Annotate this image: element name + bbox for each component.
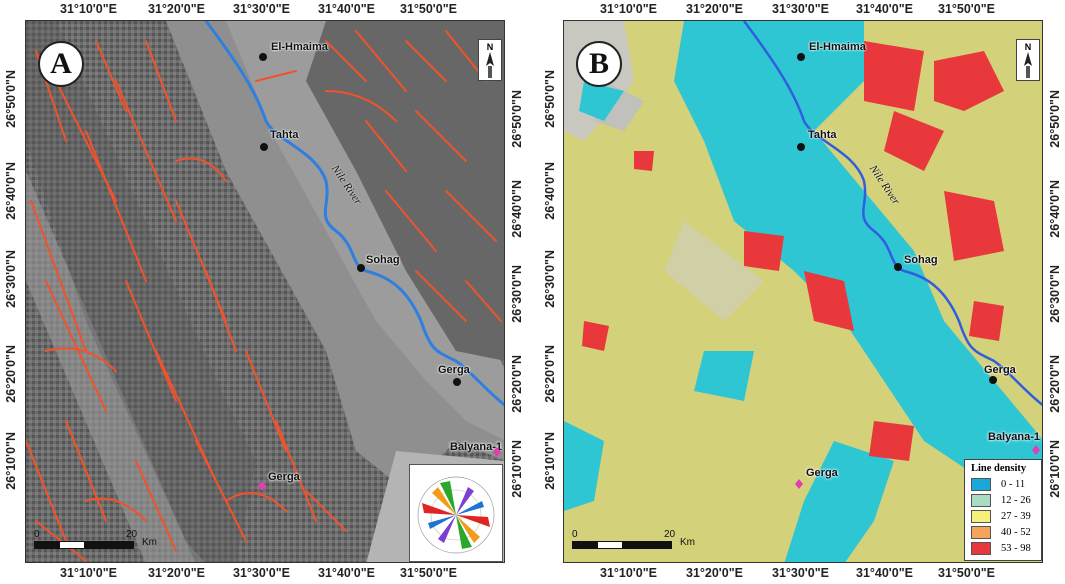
y-tick-label: 26°40'0"N — [1048, 180, 1062, 238]
legend-label: 53 - 98 — [1001, 542, 1031, 554]
y-tick-label: 26°10'0"N — [510, 440, 524, 498]
x-tick-label: 31°50'0"E — [938, 2, 995, 16]
y-tick-label: 26°10'0"N — [4, 432, 18, 490]
north-arrow-icon: N — [1016, 39, 1040, 81]
x-tick-label: 31°10'0"E — [600, 2, 657, 16]
legend-item: 53 - 98 — [971, 540, 1035, 556]
scale-unit: Km — [680, 537, 695, 548]
x-tick-label: 31°20'0"E — [148, 566, 205, 580]
north-arrow-icon: N — [478, 39, 502, 81]
scale-end: 20 — [664, 529, 676, 540]
panel-a-lineament-map: A N El-Hmaima Tahta Sohag Gerga Balyana-… — [25, 20, 505, 563]
panel-a-map-image — [26, 21, 504, 562]
x-tick-label: 31°40'0"E — [318, 566, 375, 580]
legend-label: 27 - 39 — [1001, 510, 1031, 522]
y-tick-label: 26°50'0"N — [4, 70, 18, 128]
y-tick-label: 26°30'0"N — [1048, 265, 1062, 323]
y-tick-label: 26°20'0"N — [4, 345, 18, 403]
x-tick-label: 31°10'0"E — [60, 2, 117, 16]
scale-unit: Km — [142, 537, 157, 548]
y-tick-label: 26°10'0"N — [1048, 440, 1062, 498]
scale-start: 0 — [34, 529, 40, 540]
svg-text:N: N — [487, 42, 494, 52]
y-tick-label: 26°30'0"N — [4, 250, 18, 308]
x-tick-label: 31°30'0"E — [772, 2, 829, 16]
legend-title: Line density — [971, 463, 1027, 474]
panel-b-line-density-map: B N El-Hmaima Tahta Sohag Gerga Balyana-… — [563, 20, 1043, 563]
y-tick-label: 26°50'0"N — [1048, 90, 1062, 148]
y-tick-label: 26°40'0"N — [4, 162, 18, 220]
x-tick-label: 31°50'0"E — [938, 566, 995, 580]
legend-label: 40 - 52 — [1001, 526, 1031, 538]
x-tick-label: 31°50'0"E — [400, 566, 457, 580]
city-label-gerga: Gerga — [984, 364, 1016, 376]
scale-bar: 0 20 Km — [34, 529, 157, 549]
rose-diagram — [409, 464, 503, 562]
city-label-gerga: Gerga — [438, 364, 470, 376]
y-tick-label: 26°50'0"N — [510, 90, 524, 148]
city-label-tahta: Tahta — [808, 129, 837, 141]
city-label-tahta: Tahta — [270, 129, 299, 141]
x-tick-label: 31°10'0"E — [600, 566, 657, 580]
legend-swatch — [971, 509, 991, 523]
y-tick-label: 26°40'0"N — [543, 162, 557, 220]
x-tick-label: 31°10'0"E — [60, 566, 117, 580]
well-label-balyana-1: Balyana-1 — [450, 441, 502, 453]
legend-label: 0 - 11 — [1001, 478, 1026, 490]
x-tick-label: 31°30'0"E — [772, 566, 829, 580]
legend-swatch — [971, 477, 991, 491]
well-label-balyana-1: Balyana-1 — [988, 431, 1040, 443]
legend-item: 40 - 52 — [971, 524, 1035, 540]
y-tick-label: 26°20'0"N — [510, 355, 524, 413]
line-density-legend: Line density 0 - 11 12 - 26 27 - 39 40 -… — [964, 459, 1042, 561]
legend-item: 0 - 11 — [971, 476, 1035, 492]
city-label-el-hmaima: El-Hmaima — [271, 41, 328, 53]
city-label-sohag: Sohag — [904, 254, 938, 266]
x-tick-label: 31°20'0"E — [686, 566, 743, 580]
city-label-sohag: Sohag — [366, 254, 400, 266]
y-tick-label: 26°30'0"N — [510, 265, 524, 323]
svg-text:N: N — [1025, 42, 1032, 52]
panel-b-map-image — [564, 21, 1042, 562]
y-tick-label: 26°20'0"N — [1048, 355, 1062, 413]
x-tick-label: 31°30'0"E — [233, 566, 290, 580]
x-tick-label: 31°20'0"E — [686, 2, 743, 16]
x-tick-label: 31°30'0"E — [233, 2, 290, 16]
scale-start: 0 — [572, 529, 578, 540]
x-tick-label: 31°20'0"E — [148, 2, 205, 16]
y-tick-label: 26°20'0"N — [543, 345, 557, 403]
x-tick-label: 31°40'0"E — [856, 566, 913, 580]
legend-item: 12 - 26 — [971, 492, 1035, 508]
legend-swatch — [971, 525, 991, 539]
y-tick-label: 26°10'0"N — [543, 432, 557, 490]
x-tick-label: 31°50'0"E — [400, 2, 457, 16]
legend-label: 12 - 26 — [1001, 494, 1031, 506]
legend-swatch — [971, 493, 991, 507]
legend-swatch — [971, 541, 991, 555]
y-tick-label: 26°40'0"N — [510, 180, 524, 238]
y-tick-label: 26°50'0"N — [543, 70, 557, 128]
scale-end: 20 — [126, 529, 138, 540]
city-label-el-hmaima: El-Hmaima — [809, 41, 866, 53]
x-tick-label: 31°40'0"E — [318, 2, 375, 16]
legend-item: 27 - 39 — [971, 508, 1035, 524]
scale-bar: 0 20 Km — [572, 529, 695, 549]
y-tick-label: 26°30'0"N — [543, 250, 557, 308]
well-label-gerga: Gerga — [806, 467, 838, 479]
well-label-gerga: Gerga — [268, 471, 300, 483]
panel-a-badge: A — [38, 41, 84, 87]
panel-b-badge: B — [576, 41, 622, 87]
x-tick-label: 31°40'0"E — [856, 2, 913, 16]
